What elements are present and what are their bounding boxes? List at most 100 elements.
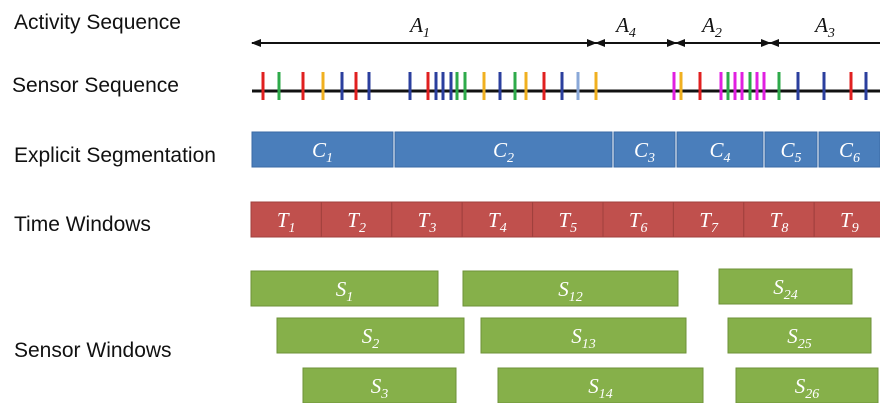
explicit-segment-label-6: C6	[839, 138, 860, 166]
activity-label-1-base: A	[408, 13, 423, 37]
sensor-window-label-9-subscript: 26	[805, 387, 819, 402]
sensor-window-label-6-base: S	[588, 374, 599, 398]
activity-label-4-subscript: 3	[827, 26, 835, 41]
sensor-window-box	[276, 317, 465, 354]
explicit-segment-label-4: C4	[709, 138, 730, 166]
time-window-label-6-base: T	[629, 208, 642, 232]
time-window-box	[813, 201, 880, 238]
explicit-segment-label-5: C5	[780, 138, 801, 166]
row-label-sensor-windows: Sensor Windows	[14, 339, 172, 362]
explicit-segment-label-3: C3	[634, 138, 655, 166]
sensor-window-label-7-subscript: 24	[784, 288, 798, 303]
sensor-window-label-4-base: S	[558, 277, 569, 301]
time-window-box	[320, 201, 393, 238]
sensor-window-label-8: S25	[787, 324, 812, 352]
time-window-label-5-subscript: 5	[570, 221, 577, 236]
time-window-label-9-subscript: 9	[852, 221, 859, 236]
time-window-label-4-subscript: 4	[500, 221, 507, 236]
explicit-segment-box	[613, 131, 676, 168]
sensor-window-label-8-base: S	[787, 324, 798, 348]
time-window-label-1: T1	[277, 208, 296, 236]
time-window-label-5: T5	[558, 208, 577, 236]
explicit-segment-label-1-subscript: 1	[326, 151, 333, 166]
activity-label-1: A1	[408, 13, 430, 41]
explicit-segment-box	[764, 131, 818, 168]
activity-label-3-base: A	[700, 13, 715, 37]
sensor-window-label-5-subscript: 13	[582, 337, 596, 352]
explicit-segment-box	[394, 131, 613, 168]
activity-label-2-subscript: 4	[629, 26, 636, 41]
sensor-window-box	[480, 317, 687, 354]
sensor-window-label-6-subscript: 14	[599, 387, 613, 402]
time-window-box	[602, 201, 674, 238]
sensor-window-label-5-base: S	[571, 324, 582, 348]
time-window-label-7-base: T	[699, 208, 712, 232]
time-window-label-6: T6	[629, 208, 648, 236]
sensor-sequence	[252, 72, 880, 100]
sensor-window-box	[497, 367, 704, 403]
time-window-label-2: T2	[347, 208, 366, 236]
time-window-label-4: T4	[488, 208, 507, 236]
time-window-label-1-base: T	[277, 208, 290, 232]
sensor-window-label-2-subscript: 2	[372, 337, 379, 352]
sensor-window-label-1-subscript: 1	[346, 290, 353, 305]
sensor-window-label-3-base: S	[371, 374, 382, 398]
time-windows-row: T1 T2 T3 T4 T5 T6 T7 T8 T9	[250, 201, 880, 238]
sensor-window-label-1: S1	[336, 277, 354, 305]
sensor-window-label-7: S24	[773, 275, 798, 303]
time-window-box	[743, 201, 815, 238]
time-window-label-4-base: T	[488, 208, 501, 232]
explicit-segment-label-4-subscript: 4	[724, 151, 731, 166]
time-window-label-8-base: T	[770, 208, 783, 232]
explicit-segment-label-5-base: C	[780, 138, 795, 162]
row-label-explicit-segmentation: Explicit Segmentation	[14, 144, 216, 167]
explicit-segment-label-3-subscript: 3	[647, 151, 655, 166]
time-window-label-2-subscript: 2	[359, 221, 366, 236]
time-window-box	[461, 201, 534, 238]
time-window-label-7-subscript: 7	[711, 221, 719, 236]
activity-label-4: A3	[813, 13, 835, 41]
time-window-label-5-base: T	[558, 208, 571, 232]
row-label-activity-sequence: Activity Sequence	[14, 11, 181, 34]
time-window-label-8: T8	[770, 208, 789, 236]
explicit-segment-label-2-base: C	[493, 138, 508, 162]
activity-sequence: A1 A4 A2 A3	[251, 13, 880, 47]
row-label-sensor-sequence: Sensor Sequence	[12, 74, 179, 97]
time-window-label-7: T7	[699, 208, 719, 236]
time-window-label-3-subscript: 3	[428, 221, 436, 236]
explicit-segment-label-2: C2	[493, 138, 514, 166]
sensor-window-box	[727, 317, 872, 354]
time-window-box	[391, 201, 463, 238]
explicit-segment-label-5-subscript: 5	[795, 151, 802, 166]
activity-label-2: A4	[614, 13, 636, 41]
explicit-segment-label-3-base: C	[634, 138, 649, 162]
explicit-segment-label-4-base: C	[709, 138, 724, 162]
time-window-label-2-base: T	[347, 208, 360, 232]
explicit-segment-label-2-subscript: 2	[507, 151, 514, 166]
activity-label-4-base: A	[813, 13, 828, 37]
explicit-segment-label-6-subscript: 6	[853, 151, 860, 166]
time-window-label-3: T3	[418, 208, 437, 236]
explicit-segment-box	[251, 131, 394, 168]
explicit-segmentation-row: C1 C2 C3 C4 C5 C6	[251, 131, 880, 168]
sensor-window-label-8-subscript: 25	[798, 337, 812, 352]
activity-label-1-subscript: 1	[423, 26, 430, 41]
sensor-window-label-2-base: S	[362, 324, 373, 348]
sensor-window-box	[302, 367, 457, 403]
time-window-label-9-base: T	[840, 208, 853, 232]
sensor-window-box	[462, 270, 679, 307]
time-window-label-8-subscript: 8	[781, 221, 788, 236]
sensor-window-box	[735, 367, 879, 403]
sensor-window-label-7-base: S	[773, 275, 784, 299]
time-window-box	[672, 201, 745, 238]
sensor-window-label-9: S26	[795, 374, 820, 402]
sensor-window-label-3-subscript: 3	[380, 387, 388, 402]
sensor-window-label-2: S2	[362, 324, 380, 352]
row-label-time-windows: Time Windows	[14, 213, 151, 236]
activity-label-3-subscript: 2	[715, 26, 722, 41]
sensor-window-box	[718, 268, 853, 305]
sensor-window-label-6: S14	[588, 374, 613, 402]
explicit-segment-label-1: C1	[312, 138, 333, 166]
sensor-window-box	[250, 270, 439, 307]
